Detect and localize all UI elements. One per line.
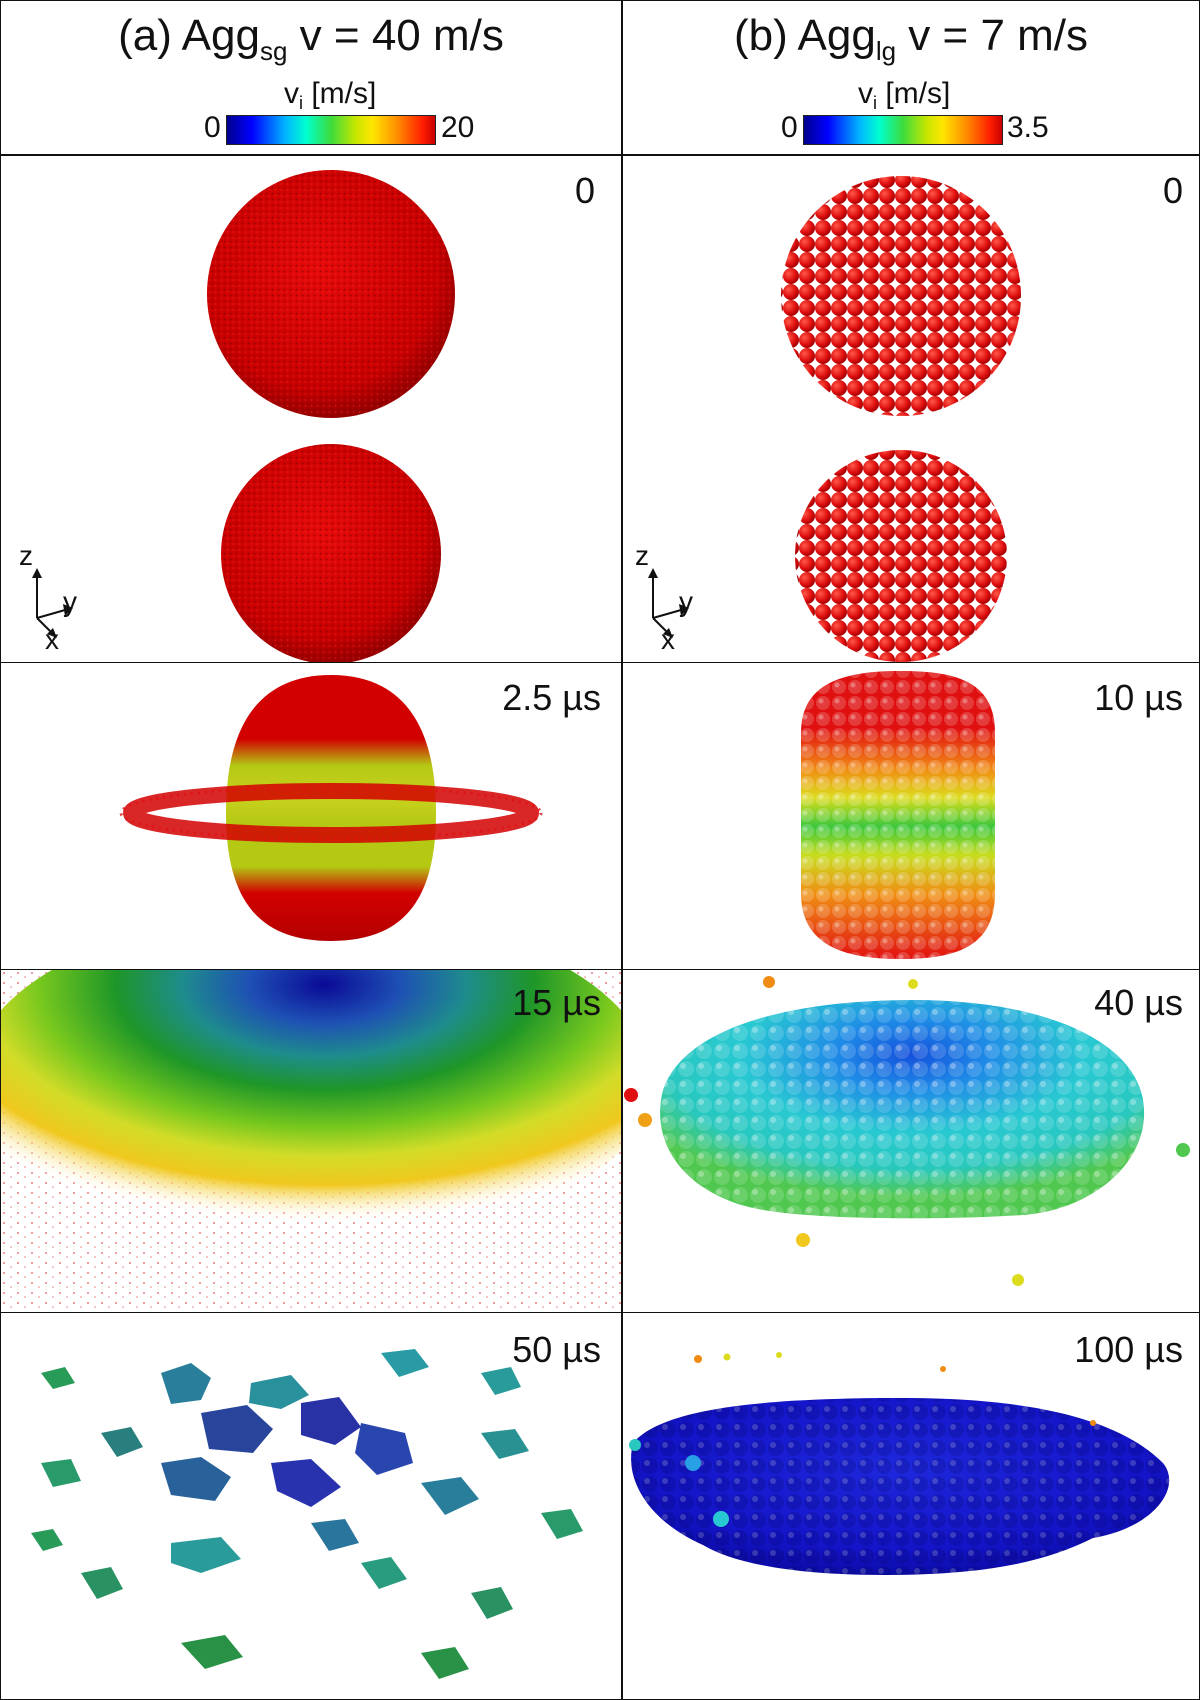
axis-x-label: x <box>45 624 59 655</box>
colorbar-b-min: 0 <box>781 111 798 144</box>
axis-z-label: z <box>635 540 649 571</box>
panel-b-t3-image <box>629 1352 1170 1575</box>
colorbar-b <box>803 115 1003 145</box>
time-label: 50 µs <box>512 1329 601 1370</box>
colorbar-a-min: 0 <box>204 111 221 144</box>
axis-y-label: y <box>679 586 693 617</box>
panel-a-t0-image <box>207 170 455 662</box>
axis-y-label: y <box>63 586 77 617</box>
colorbar-a-max: 20 <box>441 111 475 144</box>
axis-x-label: x <box>661 624 675 655</box>
panel-b-t0-image <box>781 176 1021 662</box>
panel-a-t0: 0 z y x <box>1 156 621 662</box>
panel-b-t0: 0 z y x <box>623 156 1199 662</box>
time-label: 40 µs <box>1094 982 1183 1023</box>
column-b-title: (b) Agglg v = 7 m/s <box>733 11 1089 66</box>
upper-aggregate-sphere <box>781 176 1021 416</box>
colorbar-b-label: vi [m/s] <box>858 77 951 113</box>
panel-b-t1-image <box>801 671 995 959</box>
panel-a-t1-image <box>119 675 543 941</box>
time-label: 10 µs <box>1094 677 1183 718</box>
time-label: 0 <box>1162 170 1183 211</box>
row-divider-2 <box>1 969 1199 970</box>
row-divider-3 <box>1 1312 1199 1313</box>
colorbar-a-label: vi [m/s] <box>284 77 377 113</box>
panel-b-t3: 100 µs <box>623 1313 1199 1699</box>
panel-b-t2-image <box>624 976 1190 1286</box>
header-divider <box>1 154 1199 156</box>
panel-a-t3-image <box>31 1349 583 1679</box>
time-label: 100 µs <box>1074 1329 1183 1370</box>
axis-triad: z y x <box>631 540 711 655</box>
axis-z-label: z <box>19 540 33 571</box>
colorbar-a <box>226 115 436 145</box>
time-label: 0 <box>574 170 595 211</box>
deposited-layer <box>1 970 621 1250</box>
panel-a-t3: 50 µs <box>1 1313 621 1699</box>
time-label: 15 µs <box>512 982 601 1023</box>
ejected-ring <box>123 783 539 843</box>
panel-b-t2: 40 µs <box>623 970 1199 1312</box>
lower-aggregate-sphere <box>795 450 1007 662</box>
column-a-title: (a) Aggsg v = 40 m/s <box>118 11 504 66</box>
panel-a-t1: 2.5 µs <box>1 663 621 969</box>
panel-a-t2: 15 µs <box>1 970 621 1312</box>
colorbar-b-max: 3.5 <box>1007 111 1049 144</box>
time-label: 2.5 µs <box>502 677 601 718</box>
panel-a-t2-image <box>1 970 621 1312</box>
row-divider-1 <box>1 662 1199 663</box>
axis-triad: z y x <box>15 540 95 655</box>
panel-b-t1: 10 µs <box>623 663 1199 969</box>
compressed-aggregate <box>226 675 436 941</box>
column-divider <box>621 1 623 1699</box>
